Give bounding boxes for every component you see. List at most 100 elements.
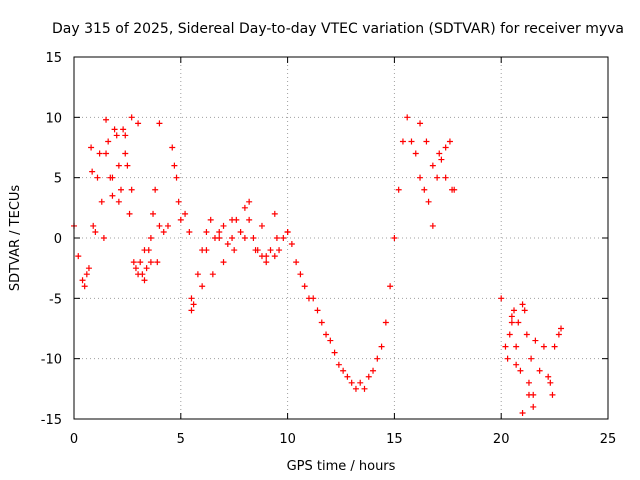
data-point	[128, 186, 135, 193]
data-point	[549, 391, 556, 398]
x-tick-label: 10	[279, 432, 296, 447]
data-point	[173, 174, 180, 181]
data-point	[156, 120, 163, 127]
data-point	[126, 210, 133, 217]
data-point	[508, 313, 515, 320]
data-point	[124, 162, 131, 169]
data-point	[555, 331, 562, 338]
data-point	[314, 307, 321, 314]
data-point	[122, 132, 129, 139]
data-point	[143, 265, 150, 272]
data-point	[271, 210, 278, 217]
data-point	[150, 210, 157, 217]
data-point	[436, 150, 443, 157]
data-point	[209, 271, 216, 278]
data-point	[130, 259, 137, 266]
data-point	[301, 283, 308, 290]
data-point	[525, 379, 532, 386]
data-point	[521, 307, 528, 314]
data-point	[103, 150, 110, 157]
x-tick-label: 25	[600, 432, 617, 447]
data-point	[190, 301, 197, 308]
data-point	[164, 222, 171, 229]
data-point	[429, 162, 436, 169]
data-point	[94, 174, 101, 181]
x-axis-label: GPS time / hours	[287, 459, 396, 474]
data-point	[85, 265, 92, 272]
data-point	[252, 247, 259, 254]
data-point	[194, 271, 201, 278]
data-point	[109, 174, 116, 181]
data-point	[523, 331, 530, 338]
data-point	[387, 283, 394, 290]
data-point	[361, 385, 368, 392]
data-point	[89, 168, 96, 175]
data-point	[293, 259, 300, 266]
data-point	[536, 367, 543, 374]
data-point	[442, 144, 449, 151]
chart-title: Day 315 of 2025, Sidereal Day-to-day VTE…	[52, 21, 624, 37]
data-point	[241, 235, 248, 241]
data-point	[449, 186, 456, 193]
data-point	[250, 235, 257, 241]
y-tick-label: -10	[41, 353, 62, 368]
data-point	[438, 156, 445, 163]
data-point	[100, 235, 107, 241]
data-point	[434, 174, 441, 181]
data-point	[182, 210, 189, 217]
data-point	[115, 198, 122, 205]
data-point	[417, 174, 424, 181]
data-point	[229, 235, 236, 241]
data-point	[137, 259, 144, 266]
data-point	[508, 319, 515, 326]
data-point	[540, 343, 547, 350]
data-point	[511, 307, 518, 314]
data-point	[109, 192, 116, 199]
data-point	[404, 114, 411, 121]
data-point	[408, 138, 415, 145]
axis-ticks: 0 5 10 15 20 25 -15 -10 -5 0 5 10 15	[41, 51, 617, 447]
data-point	[517, 367, 524, 374]
data-point	[382, 319, 389, 326]
data-point	[92, 228, 99, 235]
data-point	[515, 319, 522, 326]
y-tick-label: 0	[54, 232, 62, 247]
data-point	[186, 228, 193, 235]
data-point	[175, 198, 182, 205]
data-point	[169, 144, 176, 151]
data-point	[105, 138, 112, 145]
x-tick-label: 15	[386, 432, 403, 447]
data-point	[528, 355, 535, 362]
data-point	[532, 337, 539, 344]
data-point	[502, 343, 509, 350]
data-point	[141, 247, 148, 254]
data-point	[229, 216, 236, 223]
data-point	[224, 241, 231, 248]
data-point	[135, 120, 142, 127]
data-point	[188, 307, 195, 314]
data-point	[81, 283, 88, 290]
data-point	[231, 247, 238, 254]
data-point	[271, 253, 278, 260]
data-point	[288, 241, 295, 248]
data-point	[344, 373, 351, 380]
data-point	[551, 343, 558, 350]
data-point	[147, 235, 154, 241]
data-point	[203, 228, 210, 235]
data-point	[132, 265, 139, 272]
data-point	[335, 361, 342, 368]
data-point	[374, 355, 381, 362]
data-point	[513, 343, 520, 350]
data-point	[171, 162, 178, 169]
data-point	[399, 138, 406, 145]
data-point	[111, 126, 118, 133]
data-point	[365, 373, 372, 380]
data-point	[429, 222, 436, 229]
data-point	[188, 295, 195, 302]
data-point	[177, 216, 184, 223]
data-point	[152, 186, 159, 193]
data-point	[156, 222, 163, 229]
data-point	[83, 271, 90, 278]
data-point	[340, 367, 347, 374]
